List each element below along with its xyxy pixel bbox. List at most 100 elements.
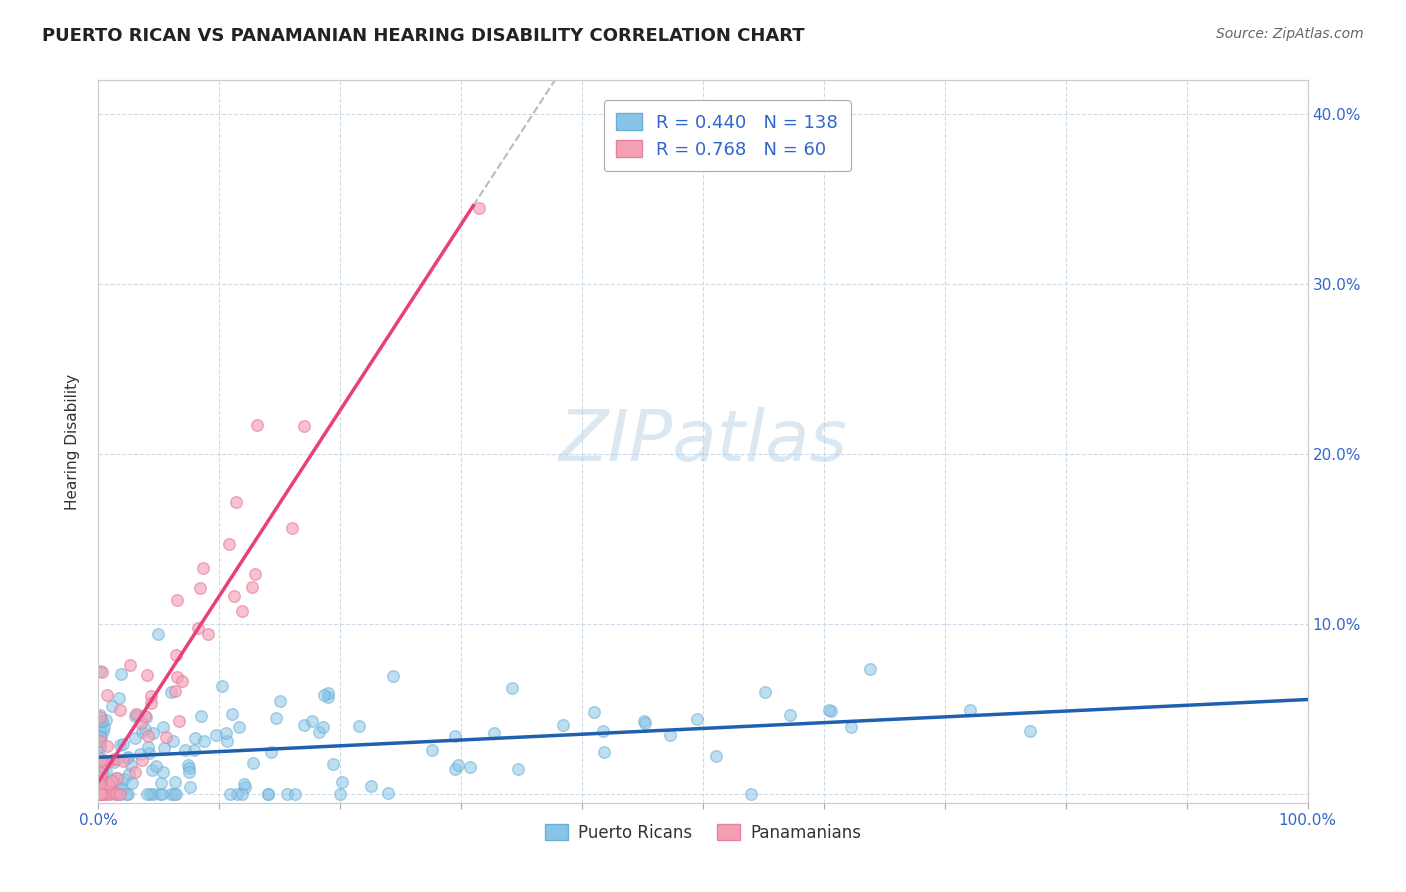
Point [134,722,156,736]
Point [101,699,124,714]
Point [108,787,131,801]
Point [100,784,122,798]
Point [89,787,111,801]
Point [360,779,382,793]
Point [98,777,121,791]
Point [322,757,344,772]
Point [256,787,278,801]
Point [447,757,470,772]
Point [231,604,253,618]
Point [231,787,253,801]
Point [94,764,117,778]
Point [165,787,187,801]
Point [593,745,616,759]
Point [142,725,165,739]
Point [166,593,188,607]
Point [330,775,353,789]
Y-axis label: Hearing Disability: Hearing Disability [65,374,80,509]
Point [124,765,146,780]
Point [155,730,177,744]
Point [131,753,153,767]
Point [117,750,139,764]
Point [111,782,134,797]
Point [89,738,111,752]
Point [260,745,283,759]
Point [138,746,160,760]
Point [959,702,981,716]
Point [444,730,467,744]
Point [1018,723,1040,738]
Point [191,560,214,574]
Point [89,708,111,723]
Text: Source: ZipAtlas.com: Source: ZipAtlas.com [1216,27,1364,41]
Point [658,728,681,742]
Point [468,201,491,215]
Point [149,787,172,801]
Text: PUERTO RICAN VS PANAMANIAN HEARING DISABILITY CORRELATION CHART: PUERTO RICAN VS PANAMANIAN HEARING DISAB… [42,27,804,45]
Point [740,787,762,801]
Point [96,739,118,753]
Point [219,787,242,801]
Point [114,772,136,787]
Point [221,707,243,722]
Point [242,756,264,770]
Point [482,725,505,739]
Point [104,771,127,785]
Point [93,760,115,774]
Point [98,787,121,801]
Point [111,754,134,768]
Point [89,780,111,794]
Point [91,767,114,781]
Point [131,715,153,730]
Point [820,704,842,718]
Point [169,714,191,728]
Point [125,707,148,722]
Point [138,739,160,754]
Point [256,787,278,801]
Point [165,648,187,662]
Point [104,787,127,801]
Point [165,775,187,789]
Point [266,711,288,725]
Point [108,703,131,717]
Point [105,787,128,801]
Point [100,774,122,789]
Point [211,679,233,693]
Point [817,703,839,717]
Point [107,771,129,785]
Point [240,581,263,595]
Point [127,708,149,723]
Point [90,771,112,785]
Point [284,787,307,801]
Point [312,689,335,703]
Point [146,627,169,641]
Point [136,668,159,682]
Point [292,718,315,732]
Point [197,626,219,640]
Point [170,674,193,689]
Point [779,708,801,723]
Point [634,716,657,731]
Point [94,713,117,727]
Point [90,774,112,789]
Point [233,780,256,795]
Point [98,754,121,768]
Point [134,709,156,723]
Point [232,777,254,791]
Point [121,776,143,790]
Point [177,757,200,772]
Point [118,767,141,781]
Point [129,747,152,762]
Point [131,725,153,739]
Point [215,734,238,748]
Point [91,665,114,679]
Point [382,669,405,683]
Point [93,720,115,734]
Point [187,621,209,635]
Point [139,696,162,710]
Point [160,685,183,699]
Point [90,766,112,780]
Point [443,762,465,776]
Point [89,776,111,790]
Point [89,664,111,678]
